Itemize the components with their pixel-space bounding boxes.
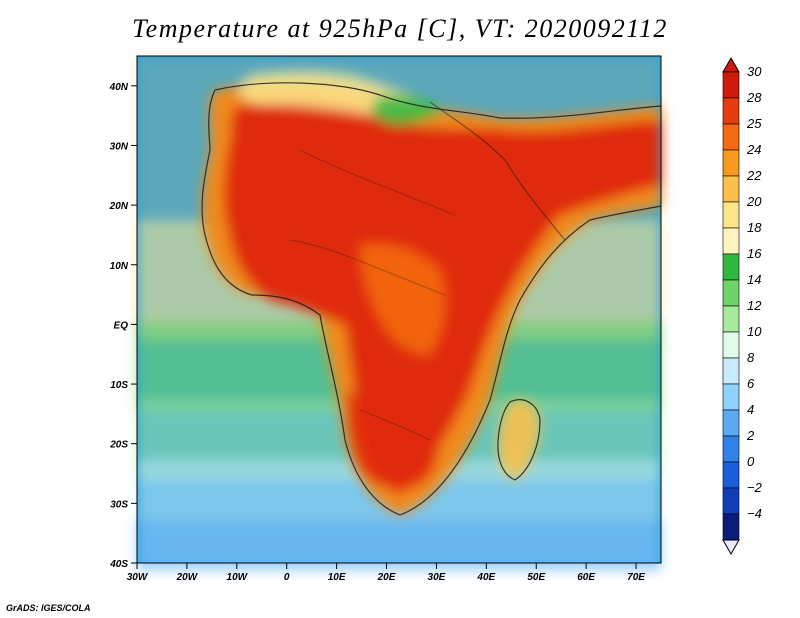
lon-tick-label: 30E <box>428 572 446 583</box>
colorbar-label: 18 <box>747 220 762 235</box>
lat-tick-label: 20N <box>109 201 129 212</box>
map-frame <box>136 55 662 564</box>
lat-tick-label: 40S <box>109 559 128 570</box>
colorbar-label: 4 <box>747 402 754 417</box>
colorbar-swatch <box>722 383 740 411</box>
lat-tick-label: 30S <box>110 499 128 510</box>
lon-tick-label: 40E <box>476 572 495 583</box>
colorbar-label: 8 <box>747 350 755 365</box>
colorbar-swatch <box>722 71 740 99</box>
colorbar-swatch <box>722 461 740 489</box>
colorbar-label: 20 <box>746 194 762 209</box>
lon-tick-label: 60E <box>577 572 595 583</box>
colorbar-swatch <box>722 201 740 229</box>
colorbar-swatch <box>722 253 740 281</box>
coastlines <box>201 82 662 516</box>
colorbar-label: 14 <box>747 272 761 287</box>
lon-tick-label: 50E <box>527 572 545 583</box>
colorbar-swatch <box>722 175 740 203</box>
colorbar-swatch <box>722 409 740 437</box>
colorbar-swatch <box>722 123 740 151</box>
lon-tick-label: 20W <box>176 572 199 583</box>
colorbar-label: 12 <box>747 298 762 313</box>
colorbar-swatch <box>722 513 740 541</box>
colorbar-swatch <box>722 331 740 359</box>
lat-tick-label: 10S <box>110 380 128 391</box>
map-title: Temperature at 925hPa [C], VT: 202009211… <box>132 14 668 43</box>
colorbar-label: 0 <box>747 454 755 469</box>
colorbar-label: −4 <box>747 506 762 521</box>
colorbar-label: 25 <box>746 116 762 131</box>
lat-tick-label: 30N <box>110 141 129 152</box>
colorbar-swatch <box>722 97 740 125</box>
colorbar-swatch <box>722 435 740 463</box>
lon-tick-label: 70E <box>627 572 645 583</box>
colorbar-swatch <box>722 357 740 385</box>
colorbar-label: 16 <box>747 246 762 261</box>
lon-tick-label: 10W <box>227 572 249 583</box>
colorbar-swatch <box>722 149 740 177</box>
lat-tick-label: 40N <box>109 82 129 93</box>
colorbar-label: 28 <box>746 90 762 105</box>
temperature-map <box>136 55 662 570</box>
colorbar-label: 22 <box>746 168 762 183</box>
lon-tick-label: 20E <box>377 572 396 583</box>
lon-tick-label: 10E <box>328 572 346 583</box>
colorbar-swatch <box>722 305 740 333</box>
colorbar-label: 30 <box>747 64 762 79</box>
longitude-axis: 30W 20W 10W 0 10E 20E 30E 40E 50E 60E 70E <box>127 563 645 583</box>
colorbar-label: 6 <box>747 376 755 391</box>
lat-tick-label: EQ <box>114 320 129 331</box>
colorbar-label: −2 <box>747 480 763 495</box>
colorbar-swatch <box>722 279 740 307</box>
grads-credit: GrADS: IGES/COLA <box>6 603 91 613</box>
latitude-axis: 40N 30N 20N 10N EQ 10S 20S 30S 40S <box>109 82 137 570</box>
lat-tick-label: 20S <box>109 440 128 451</box>
colorbar-label: 24 <box>746 142 761 157</box>
lat-tick-label: 10N <box>110 261 129 272</box>
lon-tick-label: 0 <box>284 572 290 583</box>
lon-tick-label: 30W <box>127 572 149 583</box>
colorbar-swatch <box>722 227 740 255</box>
land-temperature <box>202 71 662 515</box>
colorbar-label: 2 <box>746 428 755 443</box>
colorbar-bottom-arrow <box>722 539 740 556</box>
colorbar-swatch <box>722 487 740 515</box>
colorbar-top-arrow <box>722 56 740 73</box>
colorbar-label: 10 <box>747 324 762 339</box>
